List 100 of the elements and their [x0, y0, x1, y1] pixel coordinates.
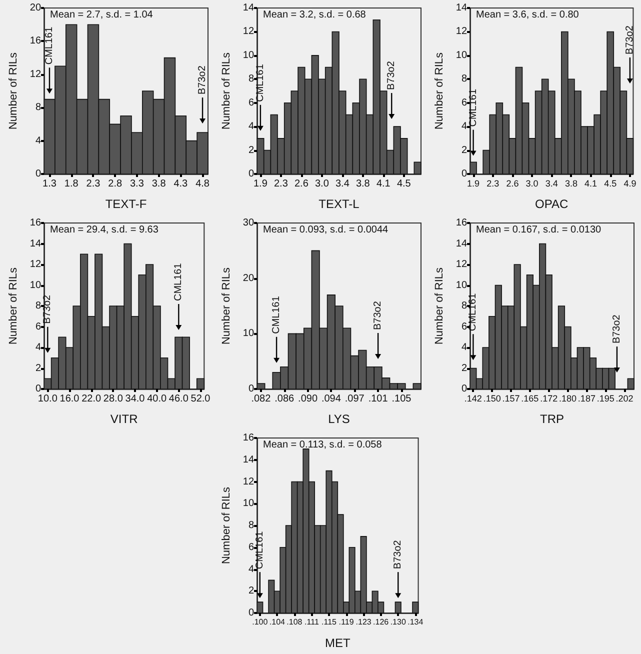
- y-tick-label: 16: [30, 36, 42, 47]
- x-tick-label: .130: [390, 618, 406, 626]
- y-tick-label: 4: [248, 564, 254, 575]
- x-tick-label: 1.9: [467, 178, 480, 188]
- y-tick-label: 0: [35, 384, 42, 394]
- annotation: B73o2: [611, 314, 622, 344]
- y-tick-label: 10: [456, 280, 468, 291]
- y-tick-label: 8: [461, 74, 468, 85]
- x-tick-label: .157: [502, 394, 520, 404]
- x-tick-label: .180: [559, 394, 577, 404]
- x-tick-label: .142: [464, 394, 482, 404]
- y-tick-label: 2: [461, 144, 468, 156]
- x-tick-label: 4.5: [604, 178, 617, 188]
- x-tick-label: 3.4: [545, 178, 558, 188]
- annotation: CML161: [44, 26, 55, 65]
- annotation: CML161: [254, 530, 266, 570]
- y-tick-label: 12: [242, 26, 254, 38]
- x-tick-label: .101: [368, 394, 388, 404]
- x-tick-label: 34.0: [125, 394, 146, 404]
- x-tick-label: .097: [344, 394, 365, 404]
- x-axis-title: TEXT-F: [105, 197, 147, 211]
- y-tick-label: 30: [242, 218, 254, 228]
- annotation: Mean = 3.2, s.d. = 0.68: [263, 10, 366, 20]
- y-tick-label: 2: [248, 144, 254, 156]
- y-tick-label: 8: [248, 520, 254, 531]
- x-tick-label: .115: [322, 618, 338, 626]
- x-tick-label: 3.0: [526, 178, 538, 188]
- y-tick-label: 14: [242, 2, 254, 14]
- annotation: Mean = 0.113, s.d. = 0.058: [263, 440, 382, 450]
- x-tick-label: 3.0: [314, 178, 330, 190]
- x-tick-label: .150: [483, 394, 501, 404]
- y-tick-label: 10: [242, 50, 254, 61]
- annotation: B73o2: [386, 60, 398, 90]
- y-tick-label: 6: [248, 542, 254, 553]
- y-tick-label: 4: [461, 121, 468, 132]
- y-tick-label: 12: [456, 26, 468, 38]
- x-tick-label: .086: [274, 394, 295, 404]
- x-tick-label: 28.0: [103, 394, 124, 404]
- y-tick-label: 0: [35, 168, 42, 180]
- x-tick-label: .187: [578, 394, 596, 404]
- x-tick-label: 4.5: [396, 178, 412, 190]
- x-tick-label: .165: [521, 394, 539, 404]
- x-tick-label: 3.8: [152, 178, 166, 190]
- x-axis-title: TEXT-L: [318, 197, 360, 211]
- y-tick-label: 8: [461, 300, 468, 312]
- x-tick-label: .126: [373, 618, 390, 626]
- x-tick-label: 22.0: [82, 394, 102, 404]
- y-tick-label: 20: [242, 272, 254, 284]
- y-tick-label: 14: [456, 238, 468, 250]
- x-tick-label: 2.3: [86, 178, 101, 190]
- x-axis-title: OPAC: [535, 197, 569, 211]
- y-tick-label: 2: [461, 362, 468, 374]
- x-axis-title: TRP: [540, 412, 564, 426]
- y-axis-title: Number of RILs: [8, 52, 20, 130]
- y-tick-label: 10: [242, 498, 254, 510]
- x-tick-label: 2.8: [108, 178, 122, 190]
- y-tick-label: 0: [248, 608, 254, 618]
- annotation: CML161: [468, 292, 479, 332]
- annotation: CML161: [468, 88, 479, 127]
- y-tick-label: 14: [30, 238, 42, 250]
- y-tick-label: 0: [248, 384, 254, 394]
- annotation: B73o2: [42, 294, 54, 324]
- x-tick-label: 16.0: [60, 394, 80, 404]
- y-tick-label: 16: [30, 218, 42, 228]
- y-tick-label: 0: [461, 168, 468, 180]
- x-tick-label: .090: [298, 394, 318, 404]
- y-tick-label: 12: [30, 259, 42, 270]
- x-tick-label: .094: [321, 394, 342, 404]
- y-tick-label: 4: [461, 342, 468, 353]
- annotation: CML161: [271, 296, 282, 334]
- x-tick-label: .111: [304, 618, 320, 626]
- annotation: B73o2: [372, 300, 384, 330]
- x-tick-label: 4.1: [584, 178, 598, 188]
- y-tick-label: 16: [456, 218, 468, 228]
- y-tick-label: 12: [456, 259, 468, 270]
- x-tick-label: 2.3: [274, 178, 288, 190]
- x-tick-label: .123: [356, 618, 372, 626]
- y-tick-label: 20: [30, 2, 42, 14]
- y-tick-label: 4: [248, 121, 254, 132]
- y-tick-label: 8: [35, 300, 42, 312]
- x-tick-label: 3.3: [130, 178, 144, 190]
- y-tick-label: 12: [242, 476, 254, 488]
- x-tick-label: 3.8: [356, 178, 370, 190]
- y-axis-title: Number of RILs: [220, 486, 232, 564]
- y-tick-label: 6: [461, 97, 468, 108]
- x-tick-label: 4.8: [196, 178, 210, 190]
- y-axis-title: Number of RILs: [434, 266, 446, 345]
- y-tick-label: 0: [461, 384, 468, 394]
- y-tick-label: 6: [461, 321, 468, 332]
- x-tick-label: .105: [392, 394, 412, 404]
- x-tick-label: .108: [286, 618, 303, 626]
- y-tick-label: 6: [35, 321, 42, 332]
- x-tick-label: 3.4: [335, 178, 350, 190]
- x-tick-label: .100: [252, 618, 268, 626]
- y-tick-label: 2: [248, 586, 254, 597]
- x-axis-title: LYS: [328, 412, 350, 426]
- y-tick-label: 16: [242, 432, 254, 444]
- y-tick-label: 10: [242, 328, 254, 340]
- annotation: Mean = 3.6, s.d. = 0.80: [476, 10, 580, 20]
- x-tick-label: 4.1: [376, 178, 391, 190]
